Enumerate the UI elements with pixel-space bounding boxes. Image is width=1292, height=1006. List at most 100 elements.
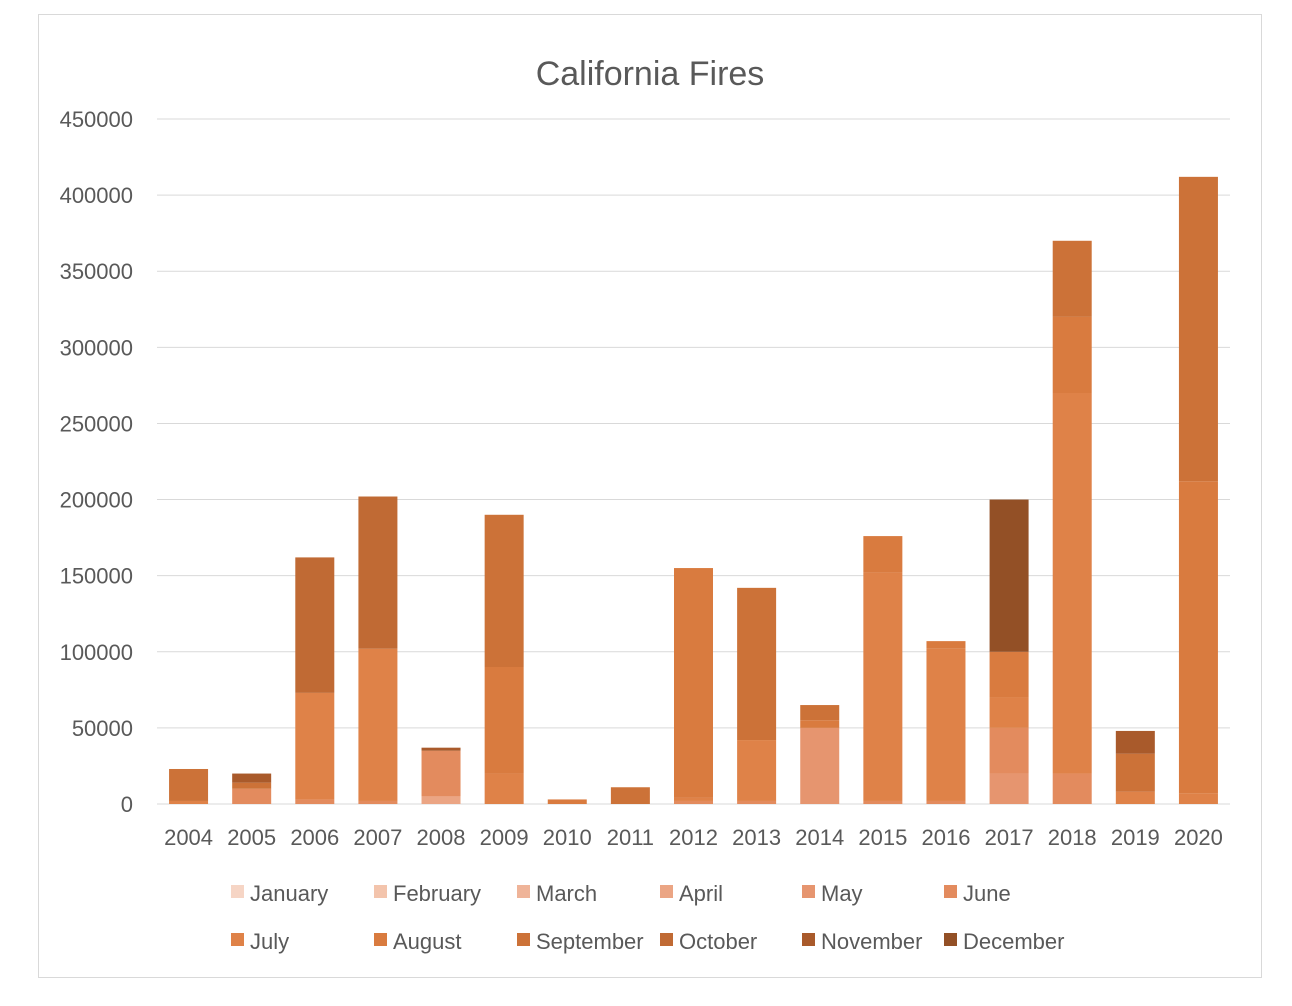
legend-swatch	[517, 885, 530, 898]
bar-segment	[989, 499, 1029, 652]
bar-segment	[610, 787, 650, 804]
legend-label: March	[536, 881, 597, 906]
x-tick-label: 2005	[227, 825, 276, 850]
bar-segment	[1115, 753, 1155, 792]
legend-label: May	[821, 881, 863, 906]
bar-segment	[484, 514, 524, 667]
bar-segment	[1178, 793, 1218, 804]
bar-segment	[547, 799, 587, 804]
bar-segment	[484, 773, 524, 804]
x-tick-label: 2011	[607, 825, 654, 850]
legend-swatch	[517, 933, 530, 946]
x-tick-label: 2019	[1111, 825, 1160, 850]
bar-segment	[863, 536, 903, 573]
x-tick-label: 2015	[858, 825, 907, 850]
legend-swatch	[231, 933, 244, 946]
y-tick-label: 150000	[60, 564, 133, 589]
legend-swatch	[802, 933, 815, 946]
bar-segment	[232, 773, 272, 783]
x-tick-label: 2012	[669, 825, 718, 850]
x-tick-label: 2009	[480, 825, 529, 850]
bar-segment	[1115, 791, 1155, 804]
bar-segment	[1115, 730, 1155, 754]
bar-segment	[863, 572, 903, 801]
legend-label: July	[250, 929, 289, 954]
legend-swatch	[660, 885, 673, 898]
bar-segment	[1052, 316, 1092, 393]
bar-segment	[358, 496, 398, 649]
legend-swatch	[944, 885, 957, 898]
bar-segment	[989, 697, 1029, 728]
x-tick-label: 2008	[417, 825, 466, 850]
bar-segment	[232, 782, 272, 789]
legend-label: January	[250, 881, 328, 906]
legend-label: December	[963, 929, 1064, 954]
chart-title: California Fires	[535, 55, 765, 93]
x-tick-label: 2007	[353, 825, 402, 850]
x-tick-label: 2013	[732, 825, 781, 850]
bar-segment	[232, 788, 272, 804]
y-tick-label: 50000	[72, 716, 133, 741]
x-tick-label: 2010	[543, 825, 592, 850]
bar-segment	[421, 747, 461, 751]
bar-segment	[484, 667, 524, 774]
bar-segment	[674, 568, 713, 798]
bar-segment	[989, 773, 1029, 804]
bar-segment	[421, 796, 461, 804]
bar-segment	[926, 648, 966, 801]
x-tick-label: 2016	[921, 825, 970, 850]
y-tick-label: 350000	[60, 259, 133, 284]
y-tick-label: 450000	[60, 107, 133, 132]
bar-segment	[926, 641, 966, 649]
legend-label: August	[393, 929, 462, 954]
bar-segment	[989, 727, 1029, 774]
bar-segment	[800, 705, 840, 721]
legend-label: April	[679, 881, 723, 906]
bar-segment	[737, 740, 777, 801]
bar-segment	[295, 557, 335, 693]
bar-segment	[358, 800, 398, 804]
x-tick-label: 2017	[985, 825, 1034, 850]
y-tick-label: 300000	[60, 335, 133, 360]
bar-segment	[421, 750, 461, 797]
bar-segment	[1052, 393, 1092, 774]
bar-segment	[295, 692, 335, 800]
legend-label: February	[393, 881, 481, 906]
legend-swatch	[944, 933, 957, 946]
bar-segment	[358, 648, 398, 801]
bar-segment	[1178, 481, 1218, 794]
y-tick-label: 250000	[60, 411, 133, 436]
x-tick-label: 2006	[290, 825, 339, 850]
y-tick-label: 200000	[60, 488, 133, 513]
legend-label: November	[821, 929, 922, 954]
bar-segment	[737, 587, 777, 741]
y-tick-label: 400000	[60, 183, 133, 208]
bar-segment	[800, 727, 840, 804]
x-tick-label: 2004	[164, 825, 213, 850]
y-tick-label: 0	[121, 792, 133, 817]
legend-label: June	[963, 881, 1011, 906]
legend-swatch	[660, 933, 673, 946]
legend-label: October	[679, 929, 757, 954]
bar-segment	[295, 799, 335, 804]
bar-segment	[737, 800, 777, 804]
bar-segment	[674, 797, 713, 801]
x-tick-label: 2018	[1048, 825, 1097, 850]
bar-segment	[1052, 773, 1092, 804]
bar-segment	[169, 768, 209, 801]
legend-swatch	[374, 933, 387, 946]
bar-segment	[989, 651, 1029, 698]
bar-segment	[926, 800, 966, 804]
legend-swatch	[802, 885, 815, 898]
bar-segment	[1178, 176, 1218, 482]
bar-segment	[674, 800, 713, 804]
legend-swatch	[374, 885, 387, 898]
bar-segment	[169, 800, 209, 804]
bar-segment	[1052, 240, 1092, 317]
x-tick-label: 2014	[795, 825, 844, 850]
legend-label: September	[536, 929, 644, 954]
x-tick-label: 2020	[1174, 825, 1223, 850]
legend-swatch	[231, 885, 244, 898]
y-tick-label: 100000	[60, 640, 133, 665]
